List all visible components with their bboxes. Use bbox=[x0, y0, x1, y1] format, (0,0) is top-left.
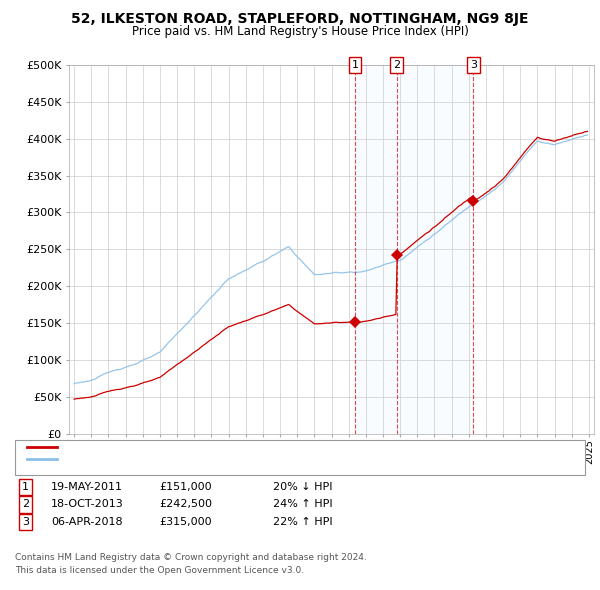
Text: Contains HM Land Registry data © Crown copyright and database right 2024.: Contains HM Land Registry data © Crown c… bbox=[15, 553, 367, 562]
Text: 1: 1 bbox=[22, 482, 29, 491]
Text: 52, ILKESTON ROAD, STAPLEFORD, NOTTINGHAM, NG9 8JE: 52, ILKESTON ROAD, STAPLEFORD, NOTTINGHA… bbox=[71, 12, 529, 26]
Text: £151,000: £151,000 bbox=[159, 482, 212, 491]
Text: HPI: Average price, detached house, Broxtowe: HPI: Average price, detached house, Brox… bbox=[61, 454, 303, 464]
Text: 19-MAY-2011: 19-MAY-2011 bbox=[51, 482, 123, 491]
Text: 18-OCT-2013: 18-OCT-2013 bbox=[51, 500, 124, 509]
Text: 3: 3 bbox=[22, 517, 29, 527]
Text: 20% ↓ HPI: 20% ↓ HPI bbox=[273, 482, 332, 491]
Text: 52, ILKESTON ROAD, STAPLEFORD, NOTTINGHAM, NG9 8JE (detached house): 52, ILKESTON ROAD, STAPLEFORD, NOTTINGHA… bbox=[61, 442, 460, 452]
Text: 2: 2 bbox=[22, 500, 29, 509]
Text: 2: 2 bbox=[393, 60, 400, 70]
Text: This data is licensed under the Open Government Licence v3.0.: This data is licensed under the Open Gov… bbox=[15, 566, 304, 575]
Text: £242,500: £242,500 bbox=[159, 500, 212, 509]
Text: 1: 1 bbox=[352, 60, 359, 70]
Text: £315,000: £315,000 bbox=[159, 517, 212, 527]
Text: 24% ↑ HPI: 24% ↑ HPI bbox=[273, 500, 332, 509]
Text: Price paid vs. HM Land Registry's House Price Index (HPI): Price paid vs. HM Land Registry's House … bbox=[131, 25, 469, 38]
Bar bbox=[355, 65, 473, 434]
Text: 3: 3 bbox=[470, 60, 477, 70]
Text: 06-APR-2018: 06-APR-2018 bbox=[51, 517, 122, 527]
Text: 22% ↑ HPI: 22% ↑ HPI bbox=[273, 517, 332, 527]
